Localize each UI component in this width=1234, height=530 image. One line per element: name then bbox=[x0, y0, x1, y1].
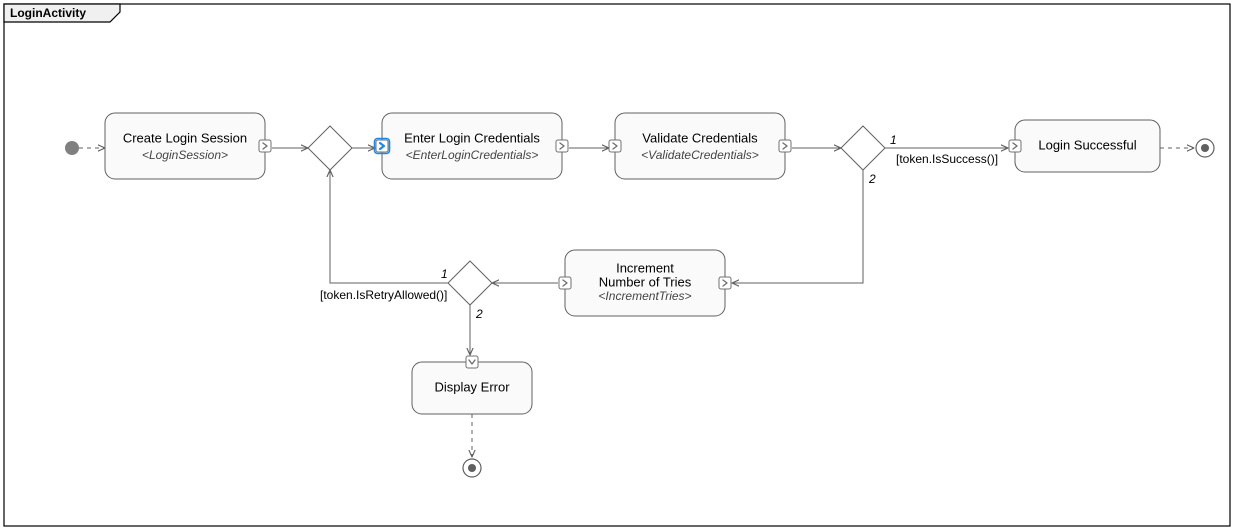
frame-title: LoginActivity bbox=[10, 6, 86, 20]
pin-icon bbox=[609, 140, 621, 152]
svg-text:1: 1 bbox=[890, 133, 897, 147]
svg-text:1: 1 bbox=[441, 267, 448, 281]
initial-node bbox=[65, 141, 79, 155]
svg-text:[token.IsSuccess()]: [token.IsSuccess()] bbox=[896, 152, 998, 166]
svg-text:<EnterLoginCredentials>: <EnterLoginCredentials> bbox=[406, 148, 539, 162]
svg-text:2: 2 bbox=[868, 172, 876, 186]
pin-icon bbox=[466, 356, 478, 368]
pin-icon bbox=[779, 140, 791, 152]
svg-text:<LoginSession>: <LoginSession> bbox=[142, 148, 228, 162]
svg-text:<ValidateCredentials>: <ValidateCredentials> bbox=[641, 148, 759, 162]
svg-text:Number of Tries: Number of Tries bbox=[599, 274, 692, 289]
svg-text:Validate Credentials: Validate Credentials bbox=[642, 130, 758, 145]
svg-text:2: 2 bbox=[475, 307, 483, 321]
activity-enter_creds: Enter Login Credentials <EnterLoginCreden… bbox=[375, 113, 569, 179]
svg-text:Increment: Increment bbox=[616, 260, 674, 275]
activity-validate: Validate Credentials <ValidateCredentials… bbox=[609, 113, 791, 179]
nodes-layer: Create Login Session <LoginSession> Enter … bbox=[65, 113, 1214, 477]
activity-increment: IncrementNumber of Tries<IncrementTries> bbox=[559, 250, 731, 316]
svg-text:Enter Login Credentials: Enter Login Credentials bbox=[404, 130, 540, 145]
activity-diagram: LoginActivity 1 [token.IsSuccess()] 2 1 [toke… bbox=[0, 0, 1234, 530]
edge-e6 bbox=[732, 170, 863, 283]
edge-e8 bbox=[330, 170, 448, 283]
svg-text:Create Login Session: Create Login Session bbox=[123, 130, 247, 145]
pin-icon bbox=[259, 140, 271, 152]
svg-text:Display Error: Display Error bbox=[434, 379, 510, 394]
svg-text:Login Successful: Login Successful bbox=[1038, 137, 1136, 152]
decision-node bbox=[448, 261, 492, 305]
pin-icon bbox=[376, 140, 388, 152]
decision-node bbox=[841, 126, 885, 170]
svg-text:[token.IsRetryAllowed()]: [token.IsRetryAllowed()] bbox=[320, 288, 447, 302]
activity-create_session: Create Login Session <LoginSession> bbox=[105, 113, 271, 179]
activity-login_success: Login Successful bbox=[1009, 120, 1160, 172]
svg-text:<IncrementTries>: <IncrementTries> bbox=[598, 289, 691, 303]
pin-icon bbox=[556, 140, 568, 152]
decision-node bbox=[308, 126, 352, 170]
final-node bbox=[1201, 144, 1209, 152]
pin-icon bbox=[1009, 140, 1021, 152]
pin-icon bbox=[559, 277, 571, 289]
activity-display_error: Display Error bbox=[412, 356, 532, 414]
pin-icon bbox=[719, 277, 731, 289]
final-node bbox=[468, 464, 476, 472]
